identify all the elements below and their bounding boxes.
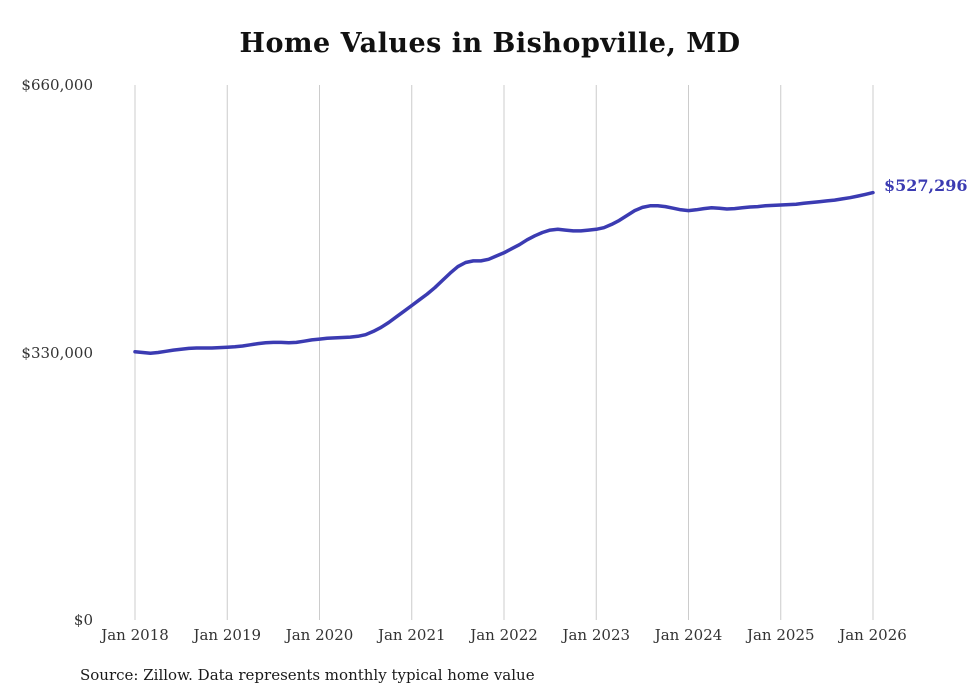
x-axis-tick-label: Jan 2025	[746, 626, 815, 644]
source-note: Source: Zillow. Data represents monthly …	[80, 666, 535, 684]
y-axis-tick-label: $660,000	[21, 76, 93, 94]
x-axis-tick-label: Jan 2023	[562, 626, 631, 644]
y-axis-tick-label: $0	[73, 611, 93, 629]
chart-title: Home Values in Bishopville, MD	[239, 28, 741, 59]
home-value-series-line	[133, 190, 875, 356]
y-axis-tick-label: $330,000	[21, 343, 93, 362]
current-value-label: $527,296	[884, 176, 968, 195]
x-axis-tick-label: Jan 2019	[193, 626, 262, 644]
x-axis-tick-label: Jan 2018	[101, 626, 169, 644]
x-axis-tick-label: Jan 2024	[654, 626, 723, 644]
x-axis-tick-label: Jan 2020	[285, 626, 354, 644]
x-axis-tick-label: Jan 2021	[377, 626, 446, 644]
x-axis-tick-label: Jan 2022	[470, 626, 538, 644]
x-axis-tick-label: Jan 2026	[839, 626, 907, 644]
